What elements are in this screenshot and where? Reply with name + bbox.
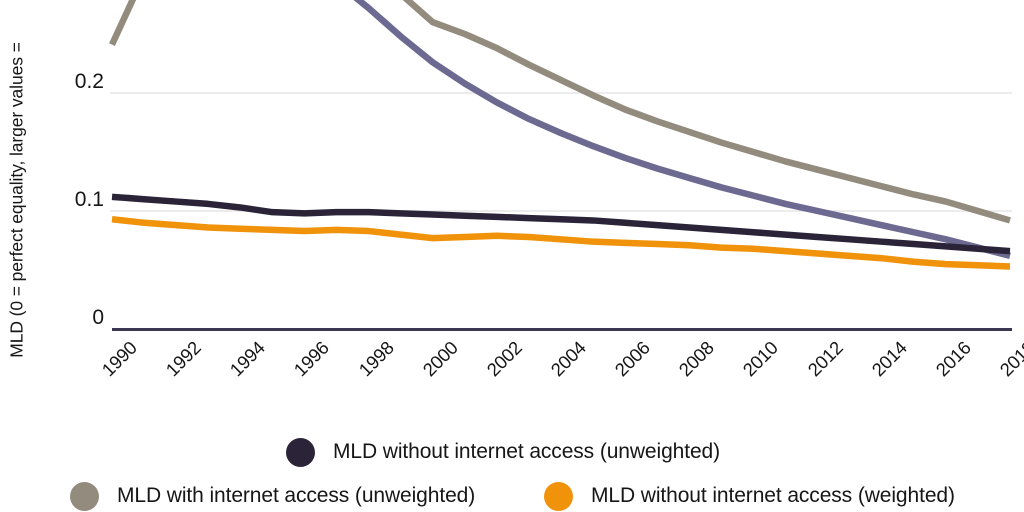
x-tick-label: 2002 — [482, 337, 526, 381]
y-axis-title-label: MLD (0 = perfect equality, larger values… — [6, 42, 27, 358]
x-tick-label: 1992 — [161, 337, 205, 381]
legend-label: MLD without internet access (unweighted) — [333, 440, 721, 463]
legend-item[interactable]: MLD with internet access (unweighted) — [70, 481, 476, 511]
series-line — [111, 193, 1011, 255]
y-tick-label: 0.1 — [74, 188, 104, 211]
legend-dot-taupe — [70, 481, 99, 511]
x-tick-label: 2018 — [995, 337, 1024, 381]
x-tick-label: 2016 — [931, 337, 975, 381]
y-tick-label: 0 — [92, 306, 104, 329]
x-tick-label: 2006 — [610, 337, 654, 381]
legend-label: MLD without internet access (weighted) — [591, 484, 955, 507]
x-tick-label: 2010 — [738, 337, 783, 381]
legend-item[interactable]: MLD without internet access (unweighted) — [286, 437, 721, 467]
x-tick-label: 1998 — [354, 337, 398, 381]
x-tick-label: 2008 — [674, 337, 719, 381]
legend-item[interactable]: MLD without internet access (weighted) — [544, 481, 955, 511]
x-tick-label: 2012 — [803, 337, 847, 381]
series-line — [353, 0, 1011, 259]
x-tick-label: 1996 — [289, 337, 334, 381]
plot-area — [109, 0, 1012, 329]
y-axis-ticks: 0.2 0.1 0 — [28, 0, 104, 340]
legend-dot-navy — [286, 437, 315, 467]
legend-dot-orange — [544, 481, 573, 511]
y-tick-label: 0.2 — [74, 70, 104, 93]
x-tick-label: 2000 — [418, 337, 462, 381]
series-line — [111, 216, 1011, 270]
legend-label: MLD with internet access (unweighted) — [117, 484, 476, 507]
x-tick-label: 2004 — [546, 337, 590, 381]
chart-legend: MLD without internet access (unweighted)… — [0, 424, 1024, 512]
x-axis-line — [112, 328, 1012, 331]
x-tick-label: 1994 — [225, 337, 270, 381]
x-axis-ticks: 1990 1992 1994 1996 1998 2000 2002 2004 2006 2008… — [97, 329, 1024, 399]
x-tick-label: 2014 — [867, 337, 911, 381]
x-tick-label: 1990 — [97, 337, 141, 381]
series-line — [109, 0, 1011, 224]
plot-svg — [109, 0, 1012, 270]
